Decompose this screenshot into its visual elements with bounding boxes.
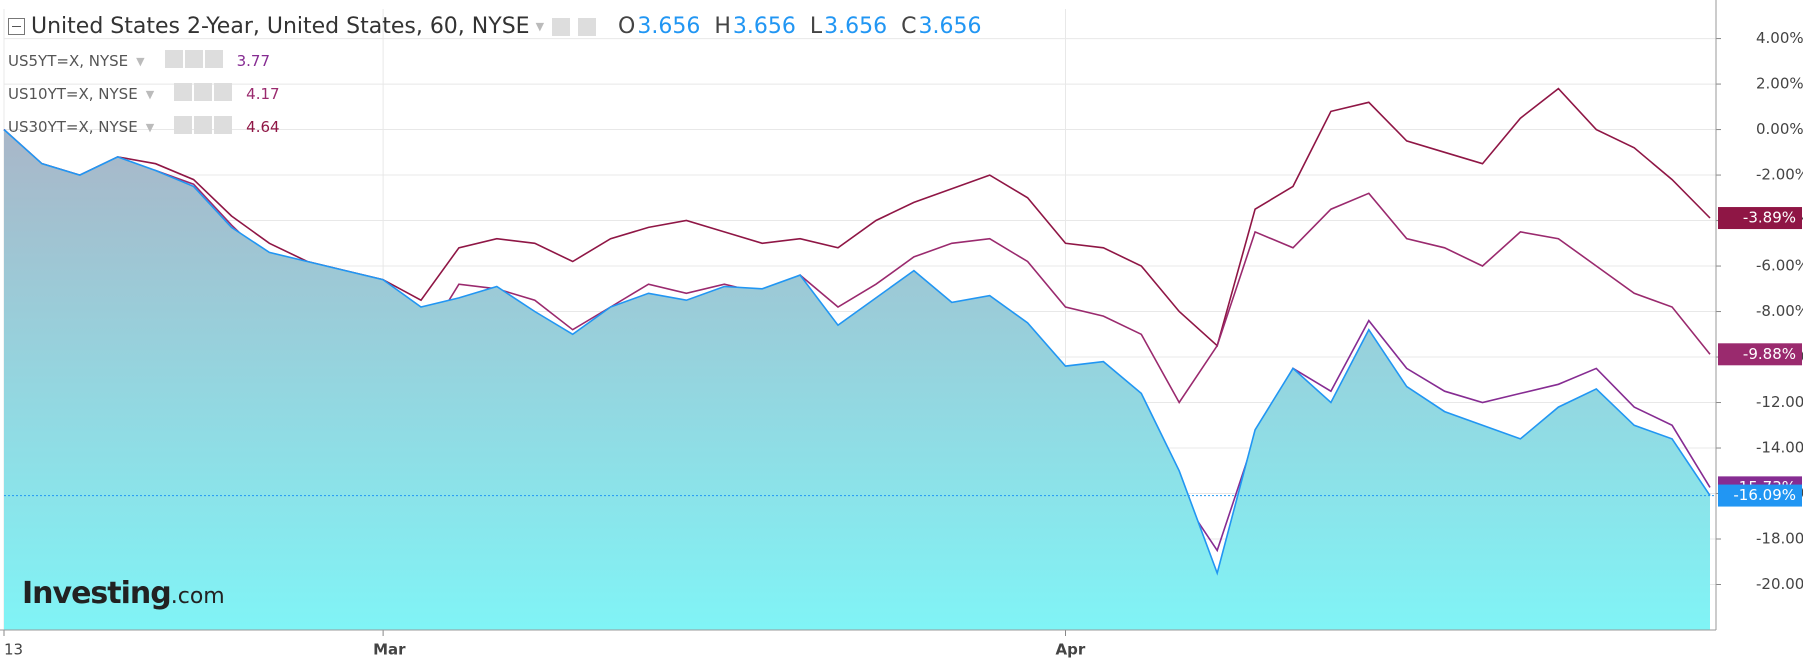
last-value-label: -16.09% [1733,486,1796,504]
ohlc-value: 3.656 [732,14,796,39]
last-value-label: -3.89% [1743,209,1796,227]
ohlc-value: 3.656 [637,14,701,39]
eye-icon[interactable] [164,50,183,68]
legend-value: 4.17 [246,85,280,103]
watermark: Investing.com [22,576,225,611]
caret: ▼ [136,54,145,68]
watermark-suffix: .com [170,584,225,609]
legend-name: US10YT=X, NYSE [8,85,138,103]
y-tick-label: 4.00% [1756,29,1803,47]
y-tick-label: -2.00% [1756,166,1803,184]
caret: ▼ [145,120,155,134]
settings-icon[interactable] [578,17,597,36]
eye-icon[interactable] [174,83,193,101]
y-tick-label: 0.00% [1756,120,1803,138]
ohlc-key: C [901,14,917,39]
last-value-bg [1718,343,1802,366]
last-value-bg [1718,484,1802,507]
remove-icon[interactable] [204,50,223,68]
remove-icon[interactable] [214,116,233,134]
settings-icon[interactable] [184,50,203,68]
eye-icon[interactable] [552,17,571,36]
last-value-label: -9.88% [1743,345,1796,363]
series-legend: US5YT=X, NYSE ▼ 3.77 US10YT=X, NYSE ▼ 4.17 US3… [8,50,981,138]
y-tick-label: -18.00% [1756,530,1803,548]
chart-title: United States 2-Year, United States, 60,… [31,14,530,39]
line [3,129,1711,576]
ohlc-value: 3.656 [918,14,982,39]
icons [172,83,233,105]
legend-row: US30YT=X, NYSE ▼ 4.64 [8,116,981,138]
x-tick-label: Mar [373,641,406,659]
x-tick-label: 13 [4,641,23,659]
watermark-brand: Investing [22,576,172,611]
settings-icon[interactable] [194,83,213,101]
y-tick-label: 2.00% [1756,75,1803,93]
ohlc-value: 3.656 [824,14,888,39]
legend-value: 4.64 [246,118,280,136]
ohlc: O 3.656 H 3.656 L 3.656 C 3.656 [606,14,981,39]
eye-icon[interactable] [174,116,193,134]
remove-icon[interactable] [214,83,233,101]
y-tick-label: -6.00% [1756,257,1803,275]
area [4,129,1710,630]
y-tick-label: -12.00% [1756,393,1803,411]
collapse-icon[interactable] [8,18,25,35]
icons [163,50,223,72]
legend-row: US5YT=X, NYSE ▼ 3.77 [8,50,981,72]
settings-icon[interactable] [194,116,213,134]
last-value-bg [1718,207,1802,230]
ohlc-key: O [618,14,636,39]
ohlc-key: H [714,14,731,39]
y-tick-label: -14.00% [1756,439,1803,457]
icons [172,116,233,138]
legend-header: United States 2-Year, United States, 60,… [8,14,981,39]
line [3,87,1711,348]
y-tick-label: -20.00% [1756,575,1803,593]
legend-name: US5YT=X, NYSE [8,52,129,70]
legend-value: 3.77 [236,52,271,70]
ohlc-key: L [809,14,823,39]
caret: ▼ [145,87,155,101]
legend: United States 2-Year, United States, 60,… [8,14,981,138]
x-tick-label: Apr [1056,641,1086,659]
legend-name: US30YT=X, NYSE [8,118,138,136]
y-tick-label: -8.00% [1756,302,1803,320]
caret: ▼ [535,20,545,33]
legend-row: US10YT=X, NYSE ▼ 4.17 [8,83,981,105]
